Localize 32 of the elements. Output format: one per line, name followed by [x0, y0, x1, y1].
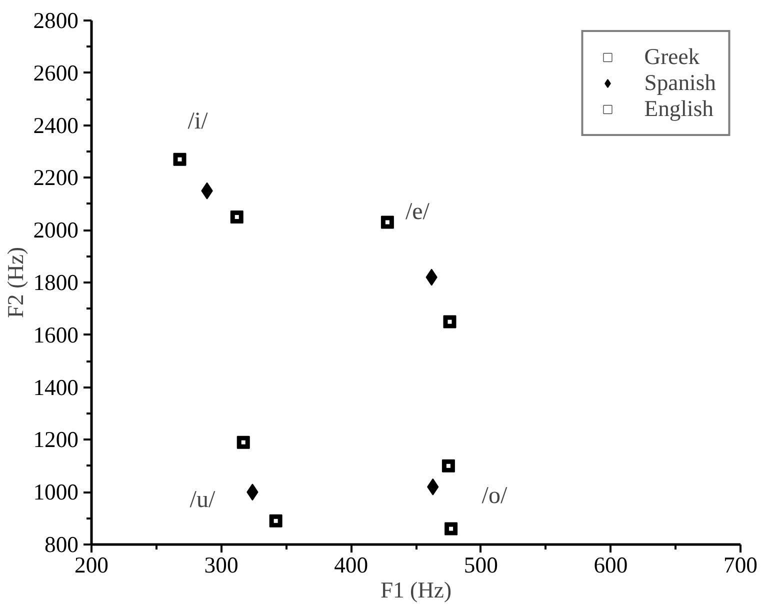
x-tick-label: 300 — [204, 552, 238, 578]
y-tick-label: 2400 — [33, 112, 78, 138]
y-tick-label: 1200 — [33, 427, 78, 452]
x-tick-label: 700 — [724, 552, 758, 578]
y-tick-label: 2800 — [33, 8, 78, 33]
point — [442, 459, 455, 472]
annotation: /i/ — [188, 108, 208, 134]
x-tick-label: 500 — [464, 552, 498, 578]
annotation: /o/ — [482, 482, 508, 509]
point — [444, 522, 458, 536]
y-tick-label: 1400 — [33, 374, 78, 400]
x-tick-label: 600 — [594, 552, 628, 578]
annotation: /e/ — [405, 199, 430, 226]
legend-label: English — [644, 96, 714, 122]
x-axis-title: F1 (Hz) — [380, 578, 452, 602]
point — [230, 210, 244, 224]
legend-label: Greek — [644, 44, 700, 70]
y-tick-label: 2000 — [33, 218, 78, 243]
y-tick-label: 2200 — [33, 165, 78, 190]
y-tick-label: 2600 — [33, 60, 78, 86]
point — [236, 436, 250, 449]
y-axis-title: F2 (Hz) — [3, 246, 28, 318]
legend-label: Spanish — [644, 70, 716, 96]
annotation: /u/ — [190, 487, 216, 514]
y-tick-label: 1600 — [33, 322, 78, 348]
x-tick-label: 400 — [334, 552, 368, 578]
y-tick-label: 1800 — [33, 270, 78, 295]
point — [269, 514, 282, 528]
y-tick-label: 1000 — [33, 480, 78, 505]
point — [443, 315, 456, 328]
point — [173, 152, 186, 166]
point — [380, 216, 394, 229]
